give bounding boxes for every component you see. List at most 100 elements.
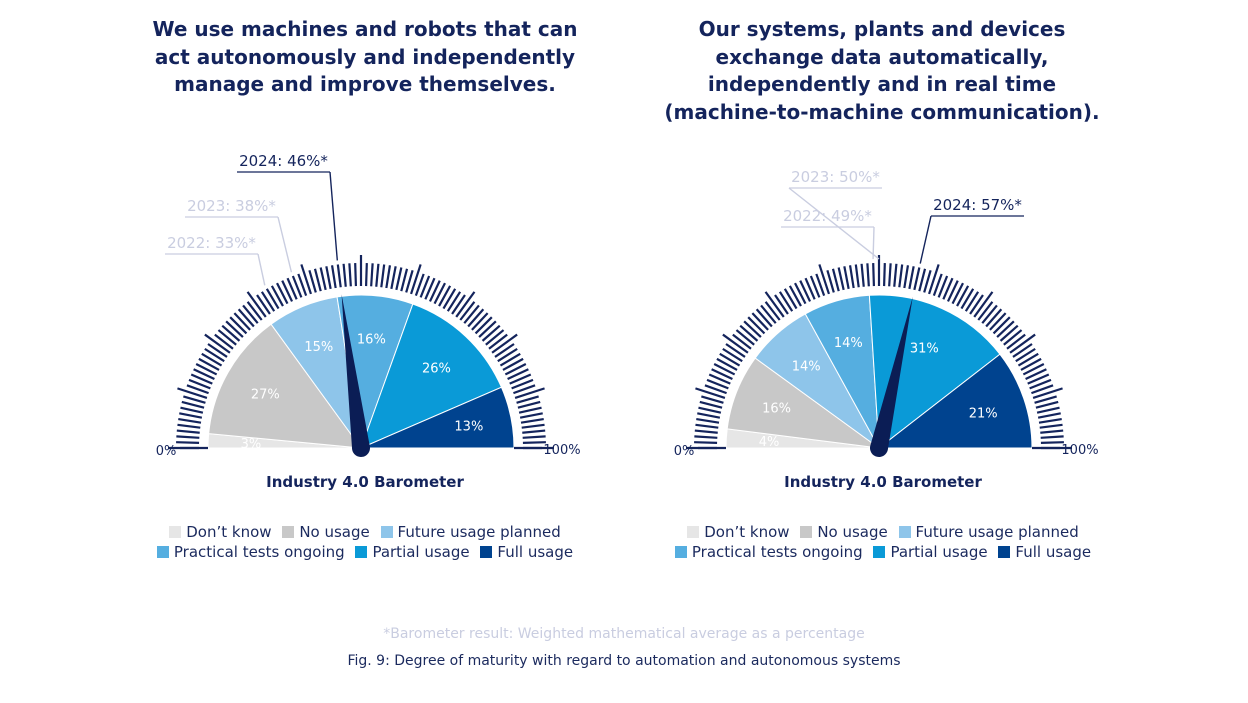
gauge-tick	[951, 282, 964, 305]
gauge-tick	[843, 266, 850, 290]
gauge-tick	[764, 301, 781, 321]
gauge-tick	[1040, 429, 1064, 434]
scale-min-label: 0%	[156, 444, 177, 459]
gauge-tick	[732, 333, 752, 350]
gauge-tick	[207, 343, 228, 358]
gauge-tick	[385, 265, 392, 289]
gauge-tick	[848, 265, 855, 289]
barometer-year-label: 2022: 49%*	[783, 207, 872, 225]
gauge-tick	[1015, 347, 1036, 363]
gauge-tick	[1006, 333, 1026, 350]
segment-value-label: 3%	[241, 437, 262, 452]
gauge-tick	[937, 275, 949, 298]
gauge-tick	[522, 441, 546, 445]
gauge-tick	[260, 291, 276, 312]
gauge-tick	[451, 294, 466, 315]
gauge-tick	[725, 343, 746, 358]
legend-label: Practical tests ongoing	[173, 543, 345, 561]
legend-label: Don’t know	[704, 523, 790, 541]
scale-min-label: 0%	[674, 444, 695, 459]
gauge-tick	[704, 384, 727, 395]
gauge-tick	[923, 270, 932, 293]
gauge-tick	[1020, 357, 1042, 371]
gauge-tick	[286, 277, 298, 300]
gauge-left-label: Industry 4.0 Barometer	[266, 473, 464, 491]
gauge-tick	[1040, 435, 1064, 439]
gauge-tick	[996, 320, 1015, 338]
gauge-tick	[973, 291, 994, 318]
gauge-tick	[903, 265, 910, 289]
legend-right: Don’t know No usage Future usage planned…	[653, 522, 1113, 562]
gauge-tick	[270, 285, 284, 307]
gauge-tick	[701, 395, 724, 404]
gauge-tick	[516, 395, 539, 404]
gauge-tick	[960, 288, 975, 310]
gauge-tick	[1034, 395, 1057, 404]
gauge-tick	[517, 400, 541, 409]
gauge-tick	[179, 412, 203, 419]
gauge-tick	[481, 324, 501, 342]
gauge-tick	[981, 304, 998, 324]
gauge-tick	[330, 265, 337, 289]
gauge-tick	[764, 291, 785, 318]
gauge-tick	[1039, 423, 1063, 429]
gauge-tick	[860, 263, 865, 287]
legend-label: Practical tests ongoing	[691, 543, 863, 561]
legend-swatch	[998, 546, 1011, 558]
gauge-tick	[1025, 368, 1047, 381]
gauge-tick	[699, 400, 723, 409]
gauge-tick	[826, 270, 835, 293]
gauge-tick	[695, 387, 726, 399]
gauge-tick	[395, 267, 403, 291]
gauge-tick	[1037, 412, 1061, 419]
gauge-tick	[291, 275, 303, 298]
barometer-year-label: 2024: 46%*	[239, 152, 328, 170]
gauge-tick	[491, 333, 518, 354]
legend-item-full-usage: Full usage	[998, 542, 1091, 562]
gauge-tick	[176, 441, 200, 445]
gauge-tick	[722, 347, 743, 363]
segment-value-label: 14%	[792, 359, 821, 374]
gauge-tick	[1022, 363, 1045, 376]
gauge-tick	[494, 343, 515, 358]
barometer-year-label: 2023: 38%*	[187, 197, 276, 215]
legend-label: Don’t know	[186, 523, 272, 541]
gauge-tick	[694, 441, 718, 445]
gauge-tick	[956, 285, 970, 307]
legend-label: Future usage planned	[397, 523, 561, 541]
legend-item-dont-know: Don’t know	[169, 522, 272, 542]
gauge-tick	[467, 308, 485, 328]
gauge-tick	[985, 308, 1003, 328]
gauge-tick	[518, 406, 542, 414]
gauge-tick	[410, 264, 422, 295]
segment-value-label: 31%	[910, 342, 939, 357]
footnote: *Barometer result: Weighted mathematical…	[383, 626, 865, 642]
legend-swatch	[687, 526, 700, 538]
legend-swatch	[674, 546, 687, 558]
legend-label: No usage	[817, 523, 888, 541]
gauge-tick	[433, 282, 446, 305]
gauge-tick	[177, 423, 201, 429]
gauge-tick	[697, 412, 721, 419]
barometer-year-label: 2022: 33%*	[167, 234, 256, 252]
barometer-leader	[919, 215, 932, 264]
gauge-tick	[178, 417, 202, 424]
segment-value-label: 15%	[304, 340, 333, 355]
gauge-tick	[788, 285, 802, 307]
segment-value-label: 27%	[251, 387, 280, 402]
segment-value-label: 16%	[357, 332, 386, 347]
legend-item-future-usage: Future usage planned	[380, 522, 561, 542]
gauge-tick	[977, 301, 994, 321]
legend-item-partial-usage: Partial usage	[355, 542, 470, 562]
gauge-tick	[1029, 378, 1052, 390]
gauge-tick	[474, 316, 493, 335]
legend-item-no-usage: No usage	[800, 522, 888, 542]
gauge-tick	[463, 304, 480, 324]
gauge-needle	[341, 294, 371, 458]
gauge-tick	[181, 400, 205, 409]
gauge-tick	[256, 294, 271, 315]
gauge-tick	[804, 277, 816, 300]
barometer-leader	[329, 171, 339, 261]
gauge-tick	[882, 263, 886, 287]
